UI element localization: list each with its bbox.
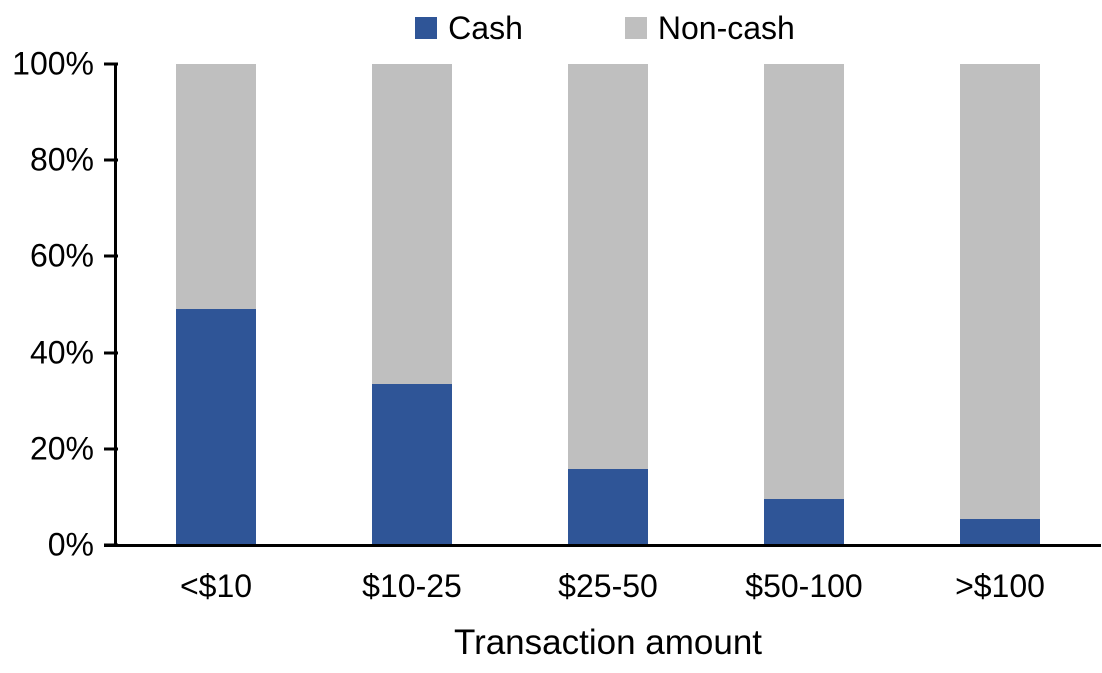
bar-segment-cash bbox=[372, 383, 452, 545]
stacked-bar bbox=[764, 64, 844, 545]
chart-legend: Cash Non-cash bbox=[54, 10, 1102, 46]
y-tick-label: 100% bbox=[12, 45, 94, 82]
non-cash-legend-label: Non-cash bbox=[657, 10, 795, 46]
stacked-bar bbox=[960, 64, 1040, 545]
plot-area bbox=[118, 64, 1098, 545]
bar-segment-cash bbox=[176, 309, 256, 545]
bar-segment-non-cash bbox=[960, 64, 1040, 519]
y-tick-mark bbox=[104, 447, 118, 451]
legend-item-cash: Cash bbox=[415, 10, 523, 46]
cash-legend-label: Cash bbox=[448, 10, 523, 46]
y-tick-label: 60% bbox=[29, 237, 94, 274]
bar-slot bbox=[314, 64, 510, 545]
x-tick-label: >$100 bbox=[955, 568, 1045, 604]
x-tick-label: $50-100 bbox=[745, 568, 863, 604]
stacked-bar bbox=[568, 64, 648, 545]
bar-slot bbox=[706, 64, 902, 545]
legend-item-non-cash: Non-cash bbox=[624, 10, 795, 46]
y-tick-mark bbox=[104, 62, 118, 66]
bar-slot bbox=[902, 64, 1098, 545]
y-tick-label: 0% bbox=[47, 526, 94, 563]
x-axis-tick-labels: <$10 $10-25 $25-50 $50-100 >$100 bbox=[118, 568, 1098, 605]
bar-slot bbox=[118, 64, 314, 545]
bar-segment-non-cash bbox=[764, 64, 844, 500]
y-tick-mark bbox=[104, 351, 118, 355]
y-tick-label: 20% bbox=[29, 430, 94, 467]
bar-segment-non-cash bbox=[372, 64, 452, 384]
x-axis-line bbox=[104, 544, 1101, 547]
x-tick-label: $25-50 bbox=[558, 568, 658, 604]
y-tick-label: 40% bbox=[29, 334, 94, 371]
non-cash-legend-swatch bbox=[624, 17, 647, 39]
y-axis-line bbox=[114, 64, 117, 547]
cash-legend-swatch bbox=[415, 17, 438, 39]
stacked-bar bbox=[176, 64, 256, 545]
bar-slot bbox=[510, 64, 706, 545]
bar-segment-cash bbox=[764, 499, 844, 545]
x-tick-label: <$10 bbox=[179, 568, 253, 604]
bar-segment-cash bbox=[568, 469, 648, 545]
y-tick-mark bbox=[104, 254, 118, 258]
bar-segment-non-cash bbox=[176, 64, 256, 310]
stacked-bar bbox=[372, 64, 452, 545]
y-tick-mark bbox=[104, 158, 118, 162]
bar-segment-cash bbox=[960, 518, 1040, 545]
y-axis-tick-labels: 0% 20% 40% 60% 80% 100% bbox=[0, 46, 94, 563]
bar-segment-non-cash bbox=[568, 64, 648, 470]
x-tick-label: $10-25 bbox=[362, 568, 462, 604]
x-axis-title: Transaction amount bbox=[453, 623, 763, 662]
y-tick-label: 80% bbox=[29, 141, 94, 178]
